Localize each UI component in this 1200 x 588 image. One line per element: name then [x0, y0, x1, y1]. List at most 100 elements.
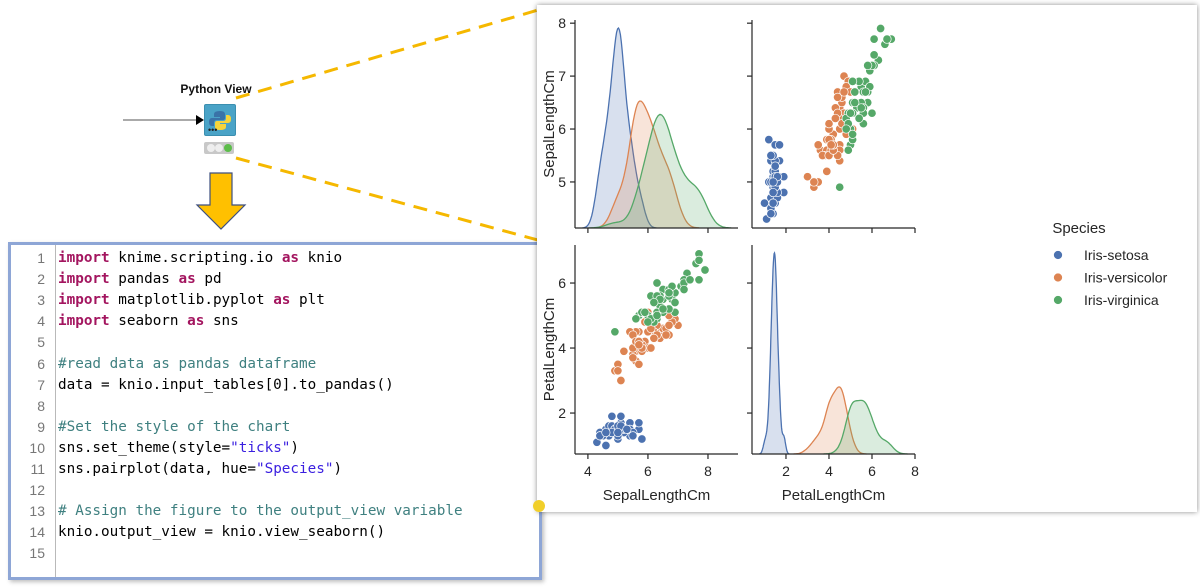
scatter-point: [876, 23, 886, 34]
scatter-point: [634, 418, 644, 428]
scatter-point: [863, 60, 873, 71]
code-token: pd: [195, 271, 222, 288]
kde-line-Iris-virginica: [588, 113, 732, 229]
node-title: Python View: [180, 82, 252, 96]
code-text: knio.output_view = knio.view_seaborn(): [58, 522, 385, 543]
kde-fill-Iris-versicolor: [593, 101, 700, 228]
pairplot-view: 5 6 7 8 2 4 6 4 6 8 2 4 6 8 SepalLengthCm PetalLengthCm…: [537, 5, 1197, 512]
line-number: 13: [29, 503, 45, 520]
x-tick-label: 2: [782, 463, 790, 479]
kde-fill-Iris-setosa: [582, 28, 657, 228]
scatter-point: [640, 307, 650, 317]
string-token: "ticks": [230, 439, 291, 456]
scatter-point: [770, 161, 780, 171]
kde-fill-Iris-virginica: [588, 114, 732, 228]
scatter-point: [622, 424, 632, 434]
kde-line-Iris-setosa: [582, 26, 657, 229]
line-number: 9: [37, 418, 45, 435]
subplot-PetalLengthCm-vs-PetalLengthCm: 2 4 6 8: [747, 245, 919, 479]
scatter-point: [679, 284, 689, 295]
code-token: plt: [290, 292, 325, 309]
x-tick-label: 4: [825, 463, 833, 479]
subplot-SepalLengthCm-vs-PetalLengthCm: [747, 20, 916, 233]
scatter-point: [658, 304, 668, 314]
code-token: ): [333, 461, 343, 477]
scatter-point: [856, 103, 866, 113]
y-tick-label: 7: [558, 68, 566, 84]
pairplot-chart: 5 6 7 8 2 4 6 4 6 8 2 4 6 8 SepalLengthCm PetalLengthCm…: [541, 15, 1168, 504]
node-menu-dots[interactable]: •••: [208, 125, 218, 135]
keyword-token: as: [273, 292, 291, 309]
scatter-point: [601, 427, 611, 438]
scatter-point: [661, 330, 671, 340]
y-axis-label: PetalLengthCm: [541, 298, 558, 401]
scatter-point: [860, 87, 871, 97]
comment-token: # Assign the figure to the output_view v…: [58, 503, 463, 520]
scatter-point: [664, 288, 674, 298]
x-tick-label: 8: [704, 463, 712, 479]
scatter-point: [613, 366, 623, 376]
keyword-token: import: [58, 250, 110, 266]
subplot-PetalLengthCm-vs-SepalLengthCm: 2 4 6 4 6 8: [558, 245, 738, 479]
scatter-point: [634, 359, 644, 369]
scatter-point: [649, 297, 659, 308]
scatter-point: [628, 353, 638, 363]
scatter-point: [652, 278, 662, 288]
scatter-point: [643, 317, 653, 327]
scatter-point: [869, 34, 879, 44]
legend-label: Iris-setosa: [1084, 247, 1149, 263]
x-tick-label: 6: [644, 463, 652, 479]
scatter-point: [824, 119, 834, 129]
y-tick-label: 4: [558, 340, 566, 356]
code-token: sns.pairplot(data, hue=: [58, 461, 256, 477]
code-token: knio: [299, 250, 343, 266]
connection-arrowhead: [196, 115, 204, 125]
scatter-point: [646, 343, 656, 353]
scatter-point: [848, 76, 858, 86]
scatter-point: [631, 314, 641, 324]
python-view-node[interactable]: •••: [204, 104, 236, 136]
x-axis-label: PetalLengthCm: [782, 487, 885, 504]
line-number: 5: [37, 334, 45, 351]
code-token: data = knio.input_tables[0].to_pandas(): [58, 376, 394, 393]
line-number-gutter: [11, 245, 56, 577]
scatter-point: [841, 124, 851, 134]
scatter-point: [774, 140, 785, 150]
scatter-point: [833, 92, 843, 102]
scatter-point: [670, 297, 680, 308]
keyword-token: as: [187, 313, 205, 330]
y-tick-label: 5: [558, 174, 566, 190]
legend: Species Iris-setosa Iris-versicolor Iris-vi…: [1052, 220, 1167, 308]
kde-fill-Iris-versicolor: [793, 386, 867, 454]
scatter-point: [613, 427, 623, 438]
scatter-point: [607, 411, 617, 421]
code-token: seaborn: [109, 313, 188, 330]
line-number: 2: [37, 271, 45, 288]
scatter-point: [619, 346, 629, 356]
code-token: knio.output_view = knio.view_seaborn(): [58, 524, 386, 541]
code-editor[interactable]: 1 import knime.scripting.io as knio 2 impor…: [8, 242, 542, 580]
comment-token: #read data as pandas dataframe: [58, 355, 317, 372]
scatter-point: [649, 333, 659, 343]
scatter-point: [835, 182, 845, 192]
scatter-point: [850, 87, 860, 97]
code-token: knime.scripting.io: [109, 250, 282, 266]
code-text: #Set the style of the chart: [58, 417, 290, 438]
scatter-point: [843, 145, 853, 155]
scatter-point: [826, 140, 836, 150]
y-tick-label: 2: [558, 405, 566, 421]
x-tick-label: 4: [584, 463, 592, 479]
string-token: "Species": [255, 461, 334, 477]
scatter-point: [634, 340, 644, 350]
scatter-point: [768, 198, 778, 208]
y-tick-label: 6: [558, 121, 566, 137]
scatter-point: [601, 440, 611, 451]
y-tick-label: 6: [558, 275, 566, 291]
code-text: import matplotlib.pyplot as plt: [58, 290, 325, 311]
status-light-green: [224, 144, 232, 152]
callout-dash-bottom: [235, 156, 546, 244]
kde-fill-Iris-setosa: [759, 253, 789, 454]
scatter-point: [768, 187, 778, 198]
legend-label: Iris-virginica: [1084, 292, 1159, 308]
